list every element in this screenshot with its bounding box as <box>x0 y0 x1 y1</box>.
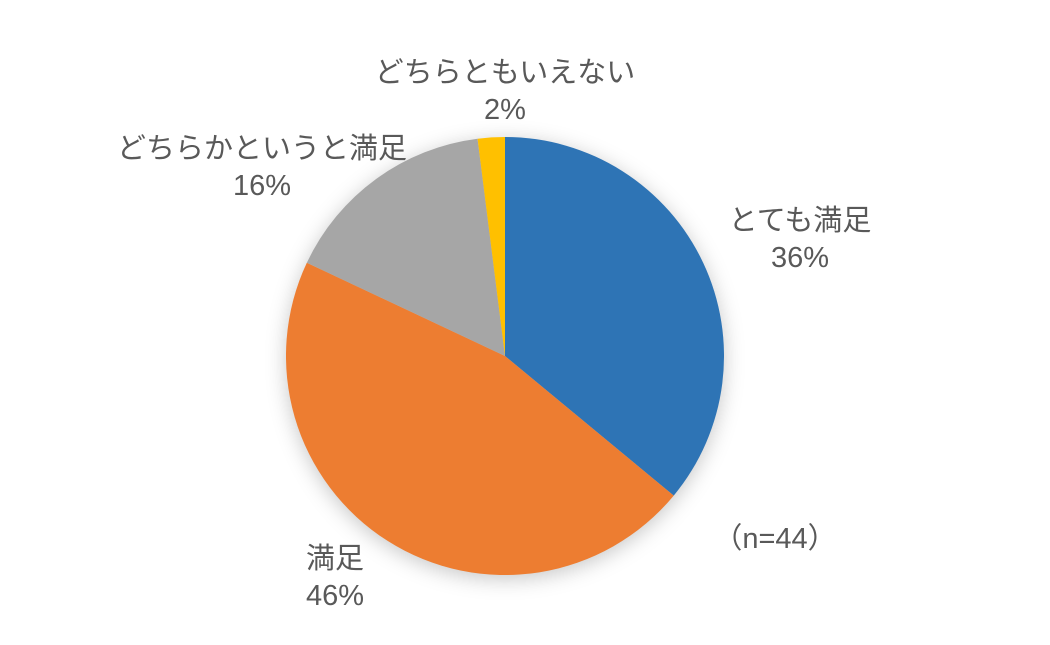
pie-slice-2 <box>306 138 505 356</box>
pie-slice-3 <box>477 137 505 356</box>
label-satisfied: 満足 46% <box>306 541 364 615</box>
label-very-satisfied-category: とても満足 <box>728 205 872 237</box>
pie-slice-0 <box>505 137 725 496</box>
label-neither-percent: 2% <box>484 94 526 126</box>
pie-svg <box>285 137 725 576</box>
label-satisfied-percent: 46% <box>305 580 365 612</box>
label-very-satisfied-percent: 36% <box>770 242 830 274</box>
label-somewhat-satisfied-percent: 16% <box>232 170 292 202</box>
label-somewhat-satisfied: どちらかというと満足 16% <box>117 131 407 205</box>
label-somewhat-satisfied-category: どちらかというと満足 <box>116 133 408 165</box>
label-neither-category: どちらともいえない <box>374 57 636 89</box>
label-very-satisfied: とても満足 36% <box>729 203 872 277</box>
label-neither: どちらともいえない 2% <box>375 55 635 129</box>
pie-slice-1 <box>285 262 674 576</box>
pie-plot-area <box>285 137 725 576</box>
label-satisfied-category: 満足 <box>305 543 365 575</box>
sample-size-annotation: （n=44） <box>713 523 837 555</box>
